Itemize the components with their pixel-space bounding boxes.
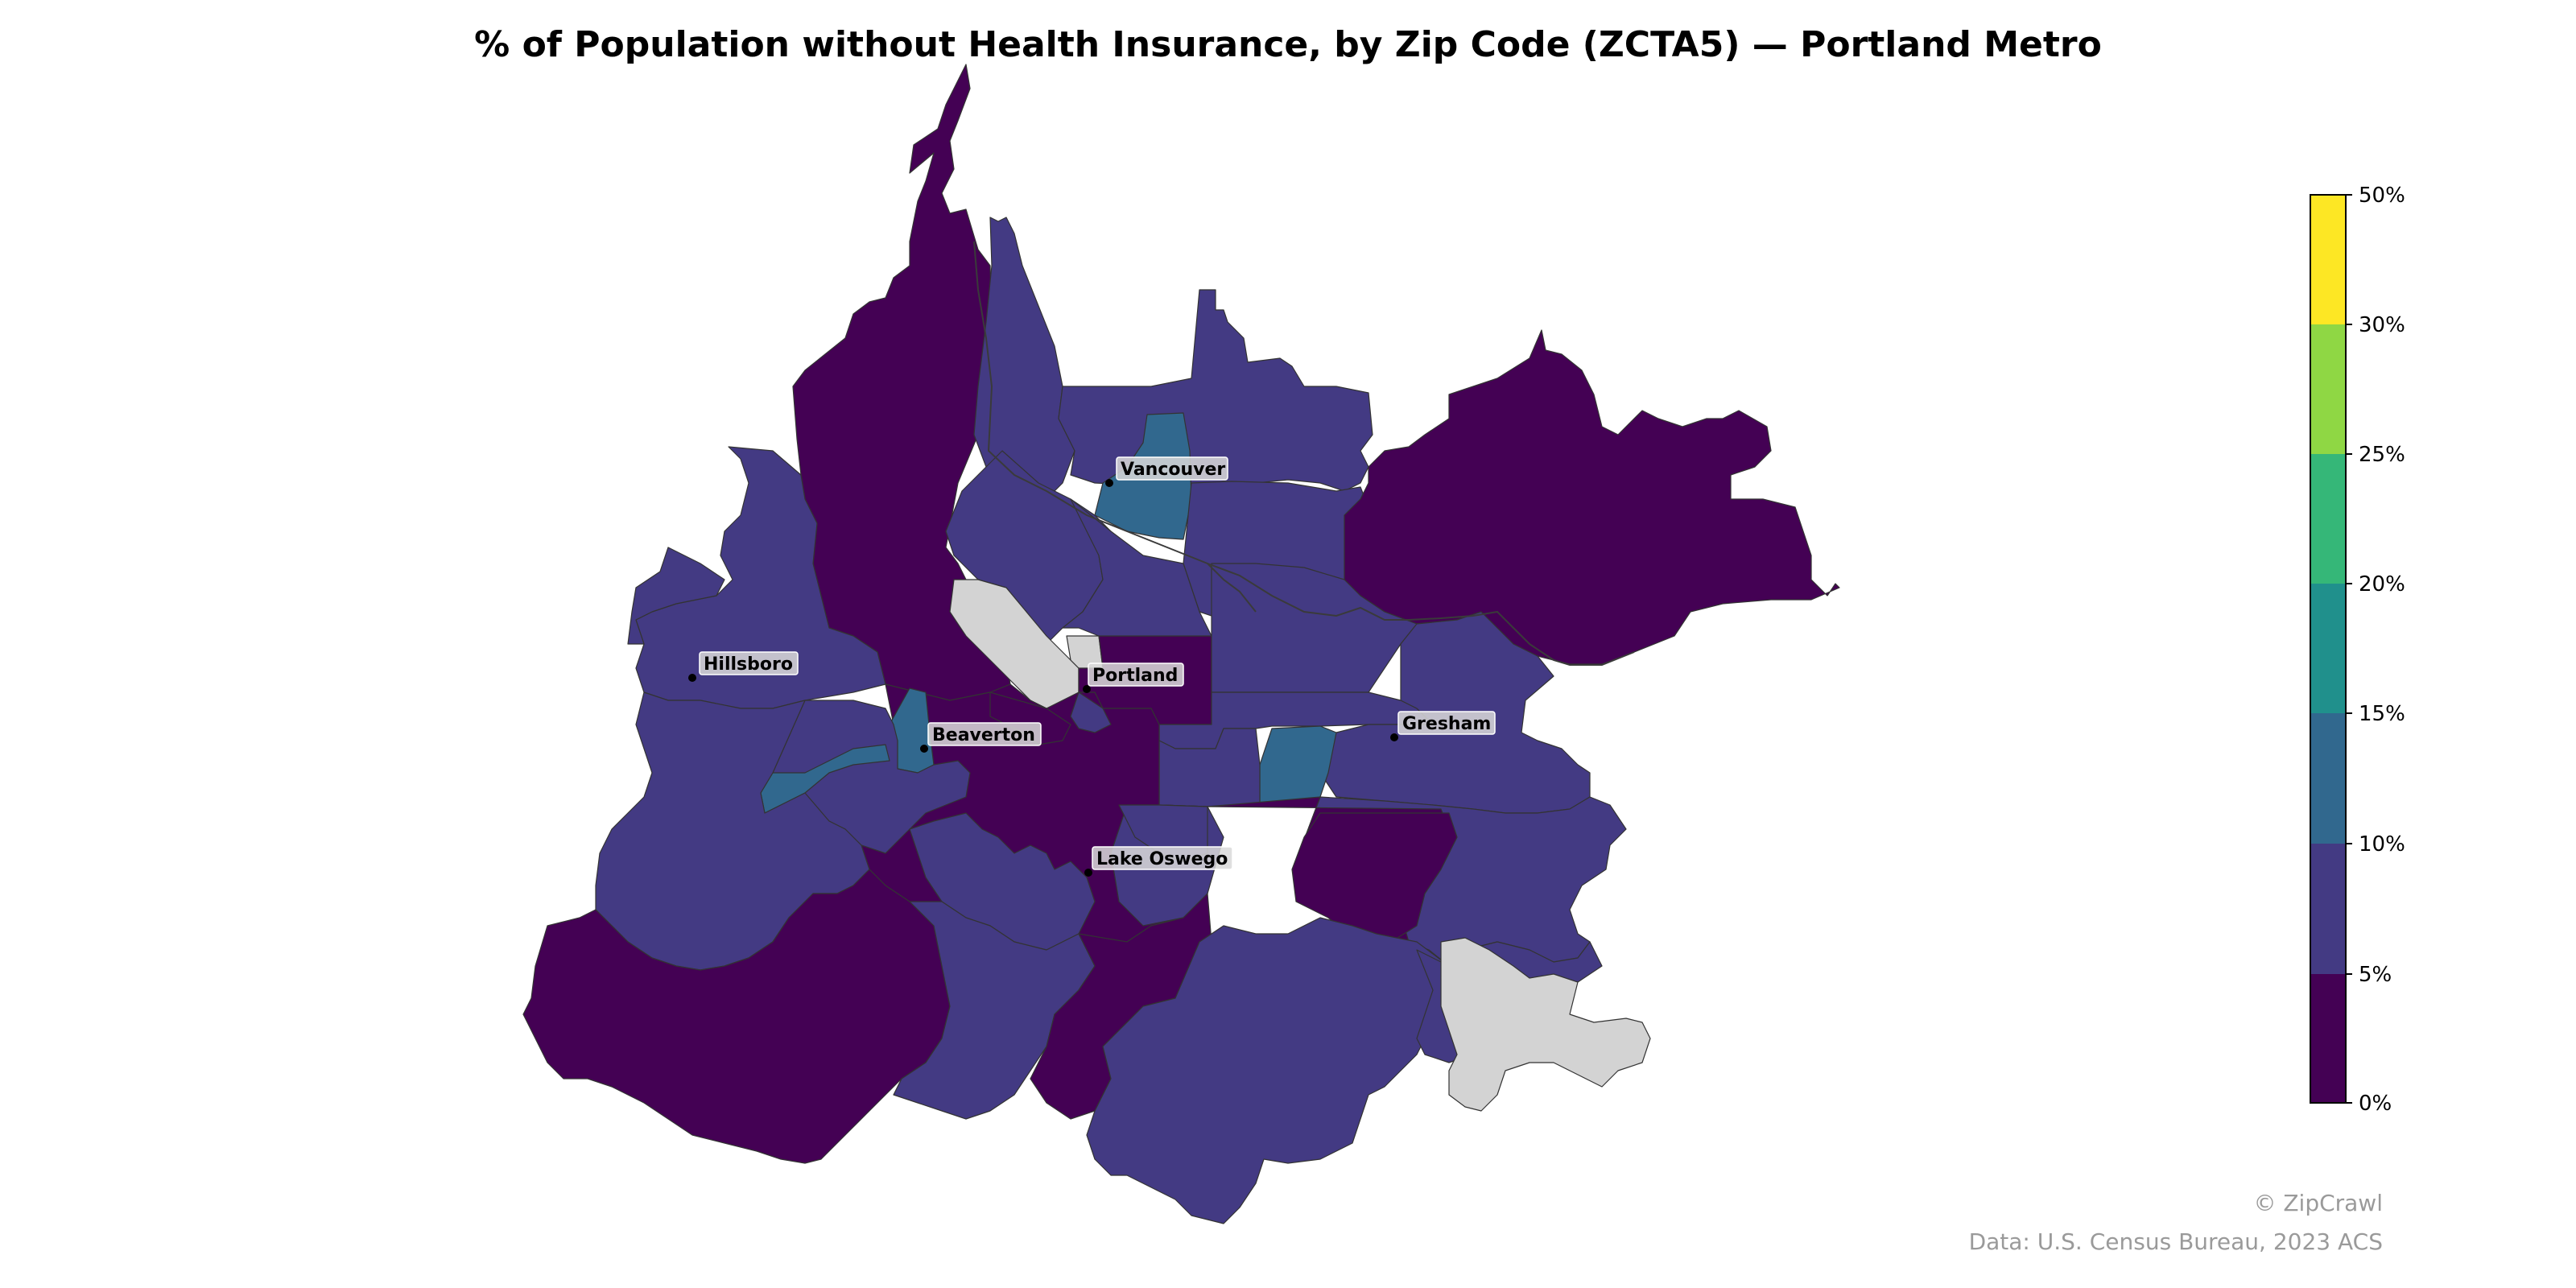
rivers xyxy=(973,241,1635,666)
colorbar: 0% 5% 10% 15% 20% 25% 30% 50% xyxy=(2310,184,2405,1116)
zcta-east-teal xyxy=(1259,725,1337,806)
city-marker-portland: Portland xyxy=(1083,663,1184,693)
colorbar-bin-15-20 xyxy=(2310,584,2346,713)
zcta-molalla xyxy=(1086,917,1450,1224)
colorbar-bin-20-25 xyxy=(2310,454,2346,584)
city-dot-lake-oswego xyxy=(1084,869,1092,877)
columbia-river-line xyxy=(973,241,1635,666)
city-marker-vancouver: Vancouver xyxy=(1105,456,1228,487)
city-dot-hillsboro xyxy=(688,674,696,682)
colorbar-outline xyxy=(2310,194,2347,1104)
colorbar-tick-4: 20% xyxy=(2359,572,2405,597)
city-marker-lake-oswego: Lake Oswego xyxy=(1084,846,1233,877)
map-title: % of Population without Health Insurance… xyxy=(474,24,2102,65)
colorbar-bin-0-5 xyxy=(2310,974,2346,1103)
city-dot-portland xyxy=(1083,685,1091,693)
credit-zipcrawl: © ZipCrawl xyxy=(2253,1190,2383,1216)
willamette-river-line xyxy=(1207,563,1257,613)
city-label-vancouver: Vancouver xyxy=(1121,460,1225,480)
city-marker-hillsboro: Hillsboro xyxy=(688,651,799,682)
city-label-lake-oswego: Lake Oswego xyxy=(1096,849,1228,869)
city-marker-beaverton: Beaverton xyxy=(920,722,1042,753)
city-label-beaverton: Beaverton xyxy=(932,725,1035,745)
city-dot-gresham xyxy=(1390,733,1398,741)
zcta-pdx-north xyxy=(1062,498,1212,637)
city-label-hillsboro: Hillsboro xyxy=(704,654,793,675)
city-label-gresham: Gresham xyxy=(1402,714,1491,734)
zcta-pdx-inner-purple xyxy=(1070,691,1112,733)
colorbar-tick-2: 10% xyxy=(2359,832,2405,857)
zcta-camas xyxy=(1344,329,1840,665)
colorbar-ticks xyxy=(2346,194,2352,1104)
zcta-south-central xyxy=(893,901,1096,1120)
colorbar-tick-5: 25% xyxy=(2359,443,2405,467)
colorbar-tick-3: 15% xyxy=(2359,702,2405,726)
city-marker-gresham: Gresham xyxy=(1390,711,1496,741)
colorbar-tick-7: 50% xyxy=(2359,184,2405,208)
credit-data-source: Data: U.S. Census Bureau, 2023 ACS xyxy=(1968,1228,2383,1255)
zcta-forest-grove xyxy=(627,547,725,645)
zcta-nodata-southeast xyxy=(1440,937,1651,1112)
city-markers: Vancouver Hillsboro Portland Beaverton G… xyxy=(688,456,1496,877)
city-dot-beaverton xyxy=(920,745,928,753)
colorbar-bin-5-10 xyxy=(2310,844,2346,974)
zcta-polygons xyxy=(522,64,1840,1224)
colorbar-bin-10-15 xyxy=(2310,713,2346,844)
city-label-portland: Portland xyxy=(1092,666,1178,686)
colorbar-tick-1: 5% xyxy=(2359,963,2392,987)
city-dot-vancouver xyxy=(1105,479,1113,487)
colorbar-tick-0: 0% xyxy=(2359,1092,2392,1116)
colorbar-tick-6: 30% xyxy=(2359,313,2405,337)
colorbar-bin-30-50 xyxy=(2310,195,2346,324)
colorbar-bin-25-30 xyxy=(2310,324,2346,454)
